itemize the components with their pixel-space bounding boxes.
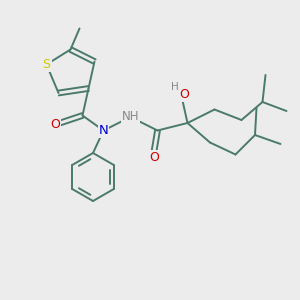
Text: H: H — [171, 82, 179, 92]
Text: N: N — [99, 124, 108, 137]
Text: O: O — [51, 118, 60, 131]
Text: S: S — [43, 58, 50, 71]
Text: O: O — [150, 151, 159, 164]
Text: NH: NH — [122, 110, 139, 124]
Text: O: O — [180, 88, 189, 101]
